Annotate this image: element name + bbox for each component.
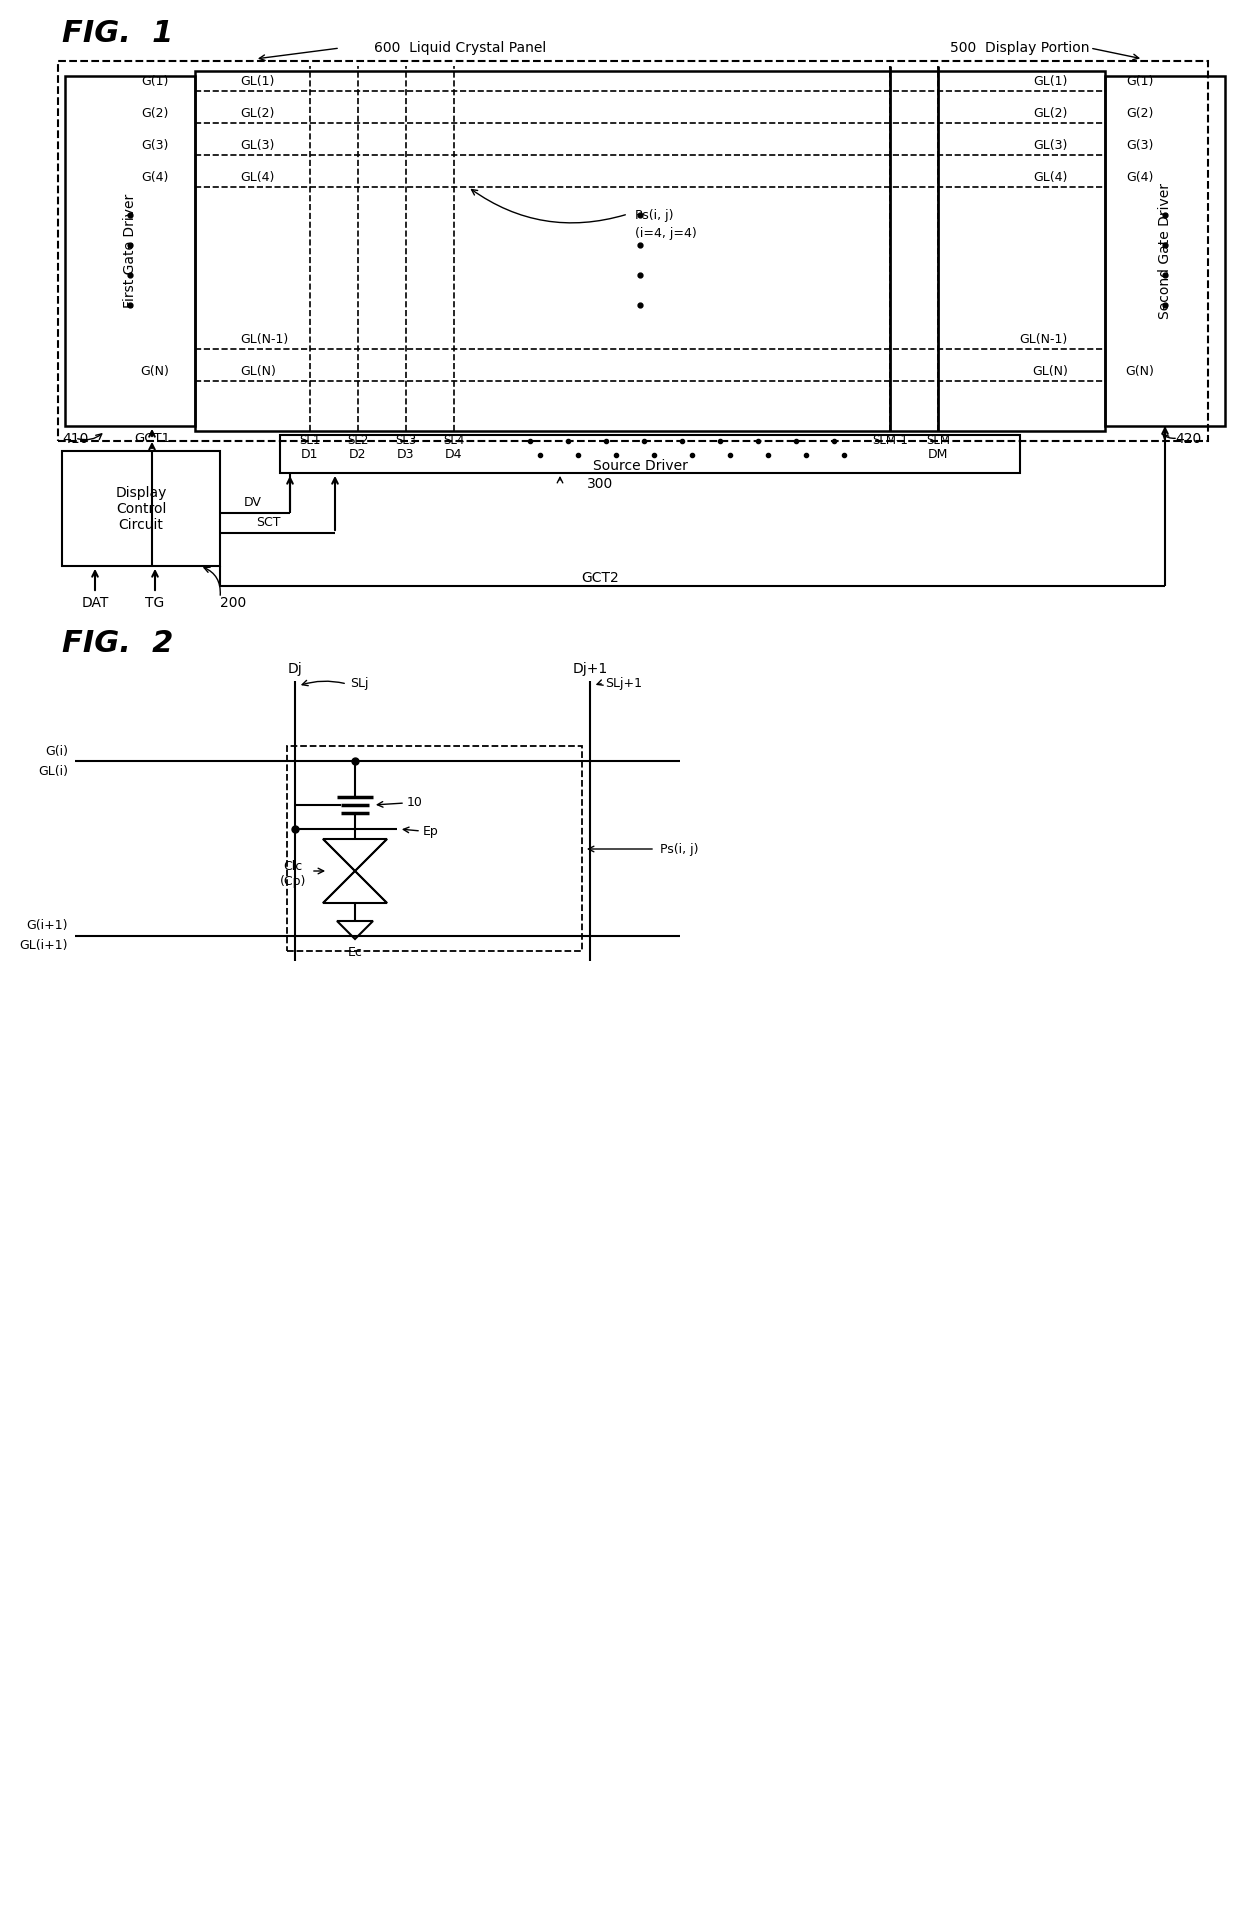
Text: 500  Display Portion: 500 Display Portion (950, 40, 1090, 56)
Text: 200: 200 (219, 596, 247, 611)
Text: Dj: Dj (288, 663, 303, 676)
Text: SLj+1: SLj+1 (605, 676, 642, 690)
Text: FIG.  2: FIG. 2 (62, 628, 174, 657)
Text: GL(i): GL(i) (38, 765, 68, 778)
Text: DM: DM (928, 448, 949, 461)
Text: GL(4): GL(4) (241, 171, 274, 184)
Text: GL(4): GL(4) (1034, 171, 1068, 184)
Text: GCT1: GCT1 (134, 432, 170, 446)
Text: G(i): G(i) (45, 745, 68, 757)
Text: SL2: SL2 (347, 434, 368, 448)
Text: Circuit: Circuit (119, 519, 164, 532)
Text: GL(N-1): GL(N-1) (241, 334, 288, 346)
Bar (280, 434, 1021, 473)
Text: Ec: Ec (347, 947, 362, 959)
Text: G(N): G(N) (1126, 365, 1154, 378)
Text: D1: D1 (301, 448, 319, 461)
Text: SCT: SCT (255, 517, 280, 530)
Text: TG: TG (145, 596, 165, 611)
Text: SL4: SL4 (444, 434, 465, 448)
Text: GL(2): GL(2) (1034, 108, 1068, 121)
Text: Clc: Clc (284, 859, 303, 872)
Text: Source Driver: Source Driver (593, 459, 687, 473)
Text: G(2): G(2) (1126, 108, 1153, 121)
Text: SL3: SL3 (396, 434, 417, 448)
Text: GL(2): GL(2) (241, 108, 274, 121)
Text: Display: Display (115, 486, 166, 499)
Text: GL(1): GL(1) (1034, 75, 1068, 88)
Text: G(2): G(2) (141, 108, 169, 121)
Text: GL(N): GL(N) (1032, 365, 1068, 378)
Text: G(4): G(4) (1126, 171, 1153, 184)
Text: G(3): G(3) (141, 140, 169, 152)
Text: SLM-1: SLM-1 (872, 434, 908, 448)
Text: SL1: SL1 (299, 434, 321, 448)
Text: Ep: Ep (423, 826, 439, 838)
Text: (Cp): (Cp) (280, 874, 306, 888)
Text: 410: 410 (62, 432, 88, 446)
Bar (1105, 77, 1225, 426)
Text: 600  Liquid Crystal Panel: 600 Liquid Crystal Panel (374, 40, 546, 56)
Bar (195, 71, 1105, 430)
Text: DAT: DAT (82, 596, 109, 611)
Text: Ps(i, j): Ps(i, j) (660, 843, 698, 855)
Text: GL(i+1): GL(i+1) (20, 939, 68, 953)
Bar (286, 745, 582, 951)
Text: G(3): G(3) (1126, 140, 1153, 152)
Text: G(i+1): G(i+1) (26, 920, 68, 932)
Text: GL(N-1): GL(N-1) (1019, 334, 1068, 346)
Text: D4: D4 (445, 448, 463, 461)
Text: Dj+1: Dj+1 (573, 663, 608, 676)
Text: GL(3): GL(3) (241, 140, 274, 152)
Text: First Gate Driver: First Gate Driver (123, 194, 136, 307)
Text: GL(3): GL(3) (1034, 140, 1068, 152)
Text: GCT2: GCT2 (582, 571, 619, 586)
Text: DV: DV (244, 496, 262, 509)
Text: SLM: SLM (926, 434, 950, 448)
Text: Control: Control (115, 501, 166, 517)
Bar (64, 77, 195, 426)
Text: GL(1): GL(1) (241, 75, 274, 88)
Text: G(1): G(1) (141, 75, 169, 88)
Text: GL(N): GL(N) (241, 365, 275, 378)
Text: Ps(i, j): Ps(i, j) (635, 209, 673, 223)
Text: 300: 300 (587, 476, 613, 492)
Text: G(1): G(1) (1126, 75, 1153, 88)
Bar (58, 61, 1208, 442)
Bar (62, 451, 219, 567)
Text: D3: D3 (397, 448, 414, 461)
Text: Second Gate Driver: Second Gate Driver (1158, 182, 1172, 319)
Text: FIG.  1: FIG. 1 (62, 19, 174, 48)
Text: 420: 420 (1176, 432, 1202, 446)
Text: 10: 10 (407, 797, 423, 809)
Text: G(N): G(N) (140, 365, 170, 378)
Text: D2: D2 (350, 448, 367, 461)
Text: (i=4, j=4): (i=4, j=4) (635, 227, 697, 240)
Text: SLj: SLj (350, 676, 368, 690)
Text: G(4): G(4) (141, 171, 169, 184)
